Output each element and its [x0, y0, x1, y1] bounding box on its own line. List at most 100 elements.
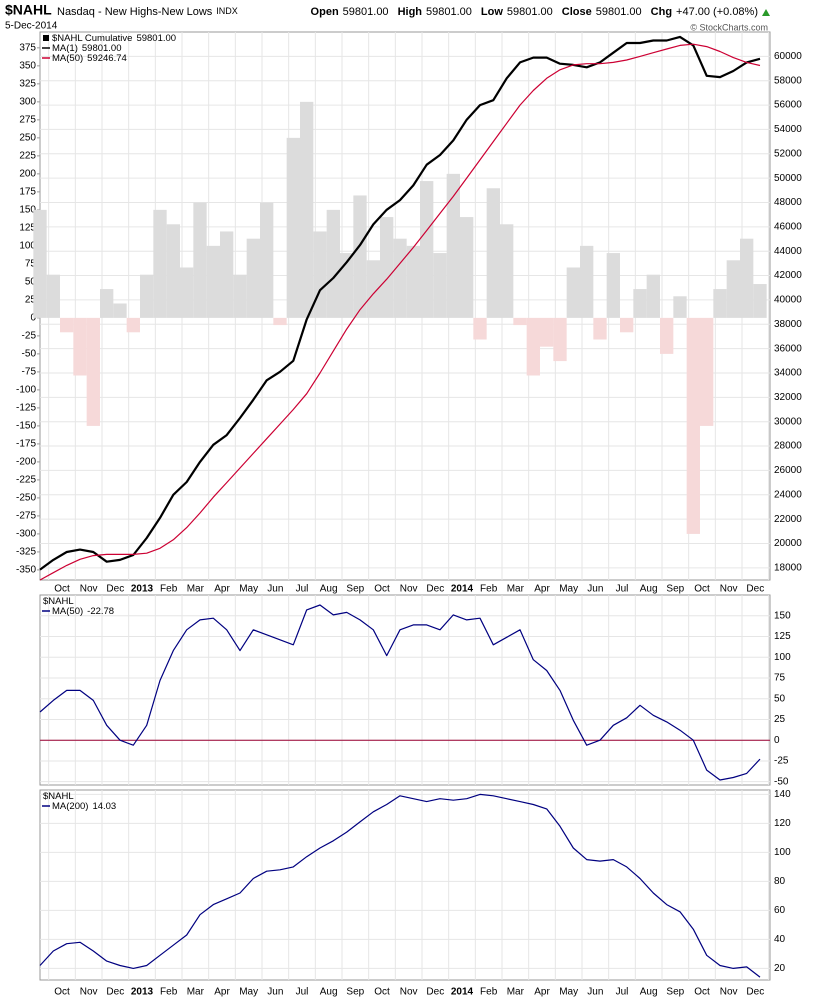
y-tick-label: -350	[16, 565, 36, 576]
x-tick-label: May	[239, 584, 258, 595]
y2-tick-label: 26000	[774, 465, 802, 476]
y2-tick-label: 32000	[774, 392, 802, 403]
histogram-bar	[273, 317, 287, 326]
y-tick-label: 175	[19, 187, 36, 198]
y-tick-label: -50	[22, 349, 37, 360]
quote-label: Close	[562, 6, 592, 18]
histogram-bar	[513, 317, 527, 326]
quote-label: Low	[481, 6, 503, 18]
y-tick-label: 25	[774, 714, 786, 725]
x-tick-label: 2014	[451, 584, 474, 595]
x-tick-label: Apr	[534, 987, 550, 998]
quote-label: High	[398, 6, 423, 18]
y-tick-label: 250	[19, 132, 36, 143]
x-tick-label: Apr	[534, 584, 550, 595]
panel-frame	[39, 594, 771, 786]
histogram-bar	[300, 101, 314, 318]
legend-value: -22.78	[87, 606, 114, 617]
x-tick-label: Sep	[346, 987, 364, 998]
histogram-bar	[673, 296, 687, 318]
x-tick-label: Aug	[640, 584, 658, 595]
quote-value: 59801.00	[343, 6, 389, 18]
histogram-bar	[140, 274, 154, 318]
histogram-bar	[326, 209, 340, 318]
histogram-bar	[446, 173, 460, 318]
x-tick-label: Dec	[426, 584, 444, 595]
y-tick-label: 0	[774, 735, 780, 746]
legend-swatch	[43, 35, 49, 41]
histogram-bar	[753, 284, 767, 318]
y-tick-label: 375	[19, 42, 36, 53]
exchange: INDX	[216, 6, 238, 16]
y2-tick-label: 20000	[774, 538, 802, 549]
histogram-bar	[286, 137, 300, 318]
y-tick-label: -175	[16, 439, 36, 450]
y-tick-label: 0	[30, 313, 36, 324]
x-tick-label: Nov	[400, 584, 418, 595]
x-tick-label: Oct	[694, 584, 710, 595]
x-tick-label: 2013	[131, 987, 154, 998]
y-tick-label: -300	[16, 529, 36, 540]
quote-value: 59801.00	[507, 6, 553, 18]
credit: © StockCharts.com	[690, 22, 768, 32]
x-tick-label: Apr	[214, 584, 230, 595]
x-tick-label: Dec	[746, 987, 764, 998]
x-tick-label: Mar	[187, 987, 205, 998]
legend-value: 59801.00	[82, 43, 122, 54]
y2-tick-label: 60000	[774, 51, 802, 62]
legend-value: 59246.74	[87, 53, 127, 64]
y-tick-label: -200	[16, 457, 36, 468]
histogram-bar	[713, 289, 727, 318]
x-tick-label: Feb	[160, 987, 178, 998]
date: 5-Dec-2014	[5, 21, 58, 32]
name: Nasdaq - New Highs-New Lows	[57, 6, 213, 18]
panel-frame	[39, 789, 771, 981]
legend-entry: MA(1) 59801.00	[52, 43, 122, 54]
x-tick-label: Oct	[54, 987, 70, 998]
legend-entry: $NAHL	[43, 596, 74, 607]
histogram-bar	[100, 289, 114, 318]
histogram-bar	[206, 245, 220, 318]
security-name: Nasdaq - New Highs-New Lows INDX	[57, 6, 238, 18]
x-tick-label: Mar	[507, 584, 525, 595]
y-tick-label: 75	[774, 673, 786, 684]
y-tick-label: 350	[19, 60, 36, 71]
histogram-bar	[620, 317, 634, 333]
x-tick-label: Dec	[746, 584, 764, 595]
histogram-bar	[686, 317, 700, 534]
histogram-bar	[566, 267, 580, 318]
histogram-bar	[193, 202, 207, 318]
y2-tick-label: 58000	[774, 75, 802, 86]
y-tick-label: -325	[16, 547, 36, 558]
x-tick-label: Feb	[480, 584, 498, 595]
histogram-bar	[313, 231, 327, 318]
y-tick-label: -50	[774, 776, 789, 787]
y-tick-label: 50	[25, 277, 37, 288]
y-tick-label: 60	[774, 905, 786, 916]
legend-value: 59801.00	[136, 33, 176, 44]
histogram-bar	[593, 317, 607, 340]
y-tick-label: 125	[19, 223, 36, 234]
histogram-bar	[700, 317, 714, 426]
quote-label: Chg	[651, 6, 672, 18]
x-tick-label: Aug	[640, 987, 658, 998]
y2-tick-label: 30000	[774, 416, 802, 427]
histogram-bar	[553, 317, 567, 362]
histogram-bar	[33, 209, 47, 318]
y-tick-label: 80	[774, 876, 786, 887]
x-tick-label: Jun	[587, 584, 603, 595]
y-tick-label: 275	[19, 114, 36, 125]
x-tick-label: Oct	[54, 584, 70, 595]
y-tick-label: 100	[774, 652, 791, 663]
histogram-bar	[46, 274, 60, 318]
y-tick-label: 20	[774, 963, 786, 974]
x-tick-label: Mar	[187, 584, 205, 595]
histogram-bar	[60, 317, 74, 333]
histogram-bar	[260, 202, 274, 318]
histogram-bar	[526, 317, 540, 376]
y-tick-label: 125	[774, 631, 791, 642]
histogram-bar	[633, 289, 647, 318]
y2-tick-label: 40000	[774, 295, 802, 306]
x-tick-label: Dec	[106, 987, 124, 998]
